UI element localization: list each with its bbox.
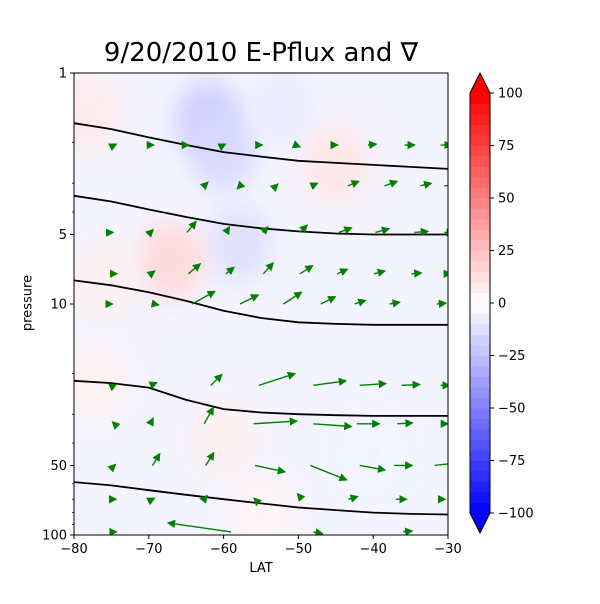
colorbar-band — [470, 93, 490, 104]
flux-arrow — [254, 498, 255, 499]
flux-arrow — [437, 303, 446, 304]
y-tick-label: 5 — [59, 228, 67, 243]
colorbar-band — [470, 230, 490, 241]
colorbar-band — [470, 366, 490, 377]
colorbar-band — [470, 482, 490, 493]
flux-arrow — [114, 465, 115, 466]
y-tick-label: 50 — [50, 459, 67, 474]
flux-arrow — [154, 304, 158, 305]
x-tick-label: −60 — [210, 542, 237, 557]
colorbar-band — [470, 335, 490, 346]
x-tick-label: −40 — [359, 542, 386, 557]
flux-arrow — [444, 185, 455, 186]
field-blob — [249, 67, 317, 147]
colorbar-band — [470, 272, 490, 283]
colorbar-band — [470, 450, 490, 461]
colorbar-band — [470, 324, 490, 335]
field-blob — [205, 204, 273, 284]
colorbar-ticks: −100 −75 −50 −25 0 25 50 75 100 — [490, 87, 534, 522]
colorbar-tick-label: 100 — [498, 87, 523, 102]
flux-arrow — [153, 498, 155, 499]
colorbar-band — [470, 240, 490, 251]
x-tick-label: −50 — [285, 542, 312, 557]
colorbar-band — [470, 471, 490, 482]
colorbar-tick-label: 50 — [498, 192, 515, 207]
field-blob — [62, 343, 130, 423]
flux-arrow — [397, 423, 412, 424]
colorbar-bands — [470, 73, 490, 533]
field-blob — [227, 473, 295, 553]
flux-arrow — [402, 385, 420, 386]
colorbar-band — [470, 114, 490, 125]
x-tick-label: −70 — [135, 542, 162, 557]
colorbar-band — [470, 440, 490, 451]
colorbar-band — [470, 198, 490, 209]
colorbar-tick-label: 25 — [498, 244, 515, 259]
chart-title: 9/20/2010 E-Pflux and ∇ — [74, 36, 448, 70]
colorbar-band — [470, 104, 490, 115]
colorbar-band — [470, 209, 490, 220]
colorbar-band — [470, 282, 490, 293]
flux-arrow — [403, 531, 412, 532]
colorbar-band — [470, 492, 490, 503]
x-axis: −80 −70 −60 −50 −40 −30 — [60, 535, 461, 557]
colorbar-band — [470, 293, 490, 304]
y-tick-label: 1 — [59, 67, 67, 82]
colorbar-tick-label: −50 — [498, 402, 525, 417]
colorbar-tick-label: −100 — [498, 507, 534, 522]
y-axis: 1 5 10 50 100 — [42, 67, 74, 544]
colorbar-band — [470, 251, 490, 262]
colorbar-band — [470, 146, 490, 157]
colorbar-band — [470, 429, 490, 440]
colorbar-band — [470, 377, 490, 388]
x-axis-label: LAT — [74, 561, 448, 576]
colorbar-extend-max — [470, 73, 490, 93]
flux-arrow — [411, 273, 421, 274]
x-tick-label: −30 — [434, 542, 461, 557]
colorbar-band — [470, 219, 490, 230]
colorbar-band — [470, 188, 490, 199]
colorbar-tick-label: −25 — [498, 349, 525, 364]
colorbar: −100 −75 −50 −25 0 25 50 75 100 — [470, 73, 534, 533]
colorbar-band — [470, 167, 490, 178]
colorbar-band — [470, 303, 490, 314]
flux-arrow — [114, 144, 116, 145]
field-blob — [137, 221, 205, 301]
flux-arrow — [368, 144, 376, 145]
colorbar-tick-label: −75 — [498, 454, 525, 469]
colorbar-tick-label: 75 — [498, 139, 515, 154]
y-tick-label: 100 — [42, 529, 67, 544]
colorbar-band — [470, 125, 490, 136]
field-blob — [55, 74, 123, 154]
flux-arrow — [114, 385, 116, 386]
colorbar-band — [470, 387, 490, 398]
colorbar-tick-label: 0 — [498, 297, 506, 312]
x-tick-label: −80 — [60, 542, 87, 557]
colorbar-band — [470, 314, 490, 325]
colorbar-band — [470, 398, 490, 409]
y-tick-label: 10 — [50, 298, 67, 313]
flux-arrow — [414, 232, 427, 233]
colorbar-band — [470, 408, 490, 419]
colorbar-extend-min — [470, 513, 490, 533]
colorbar-band — [470, 135, 490, 146]
colorbar-band — [470, 503, 490, 514]
colorbar-band — [470, 345, 490, 356]
colorbar-band — [470, 261, 490, 272]
flux-arrow — [224, 144, 226, 145]
colorbar-band — [470, 461, 490, 472]
y-axis-label: pressure — [21, 275, 36, 331]
plot-area: −80 −70 −60 −50 −40 −30 1 5 10 50 100 — [42, 67, 462, 558]
colorbar-band — [470, 419, 490, 430]
colorbar-band — [470, 177, 490, 188]
colorbar-band — [470, 356, 490, 367]
colorbar-band — [470, 156, 490, 167]
